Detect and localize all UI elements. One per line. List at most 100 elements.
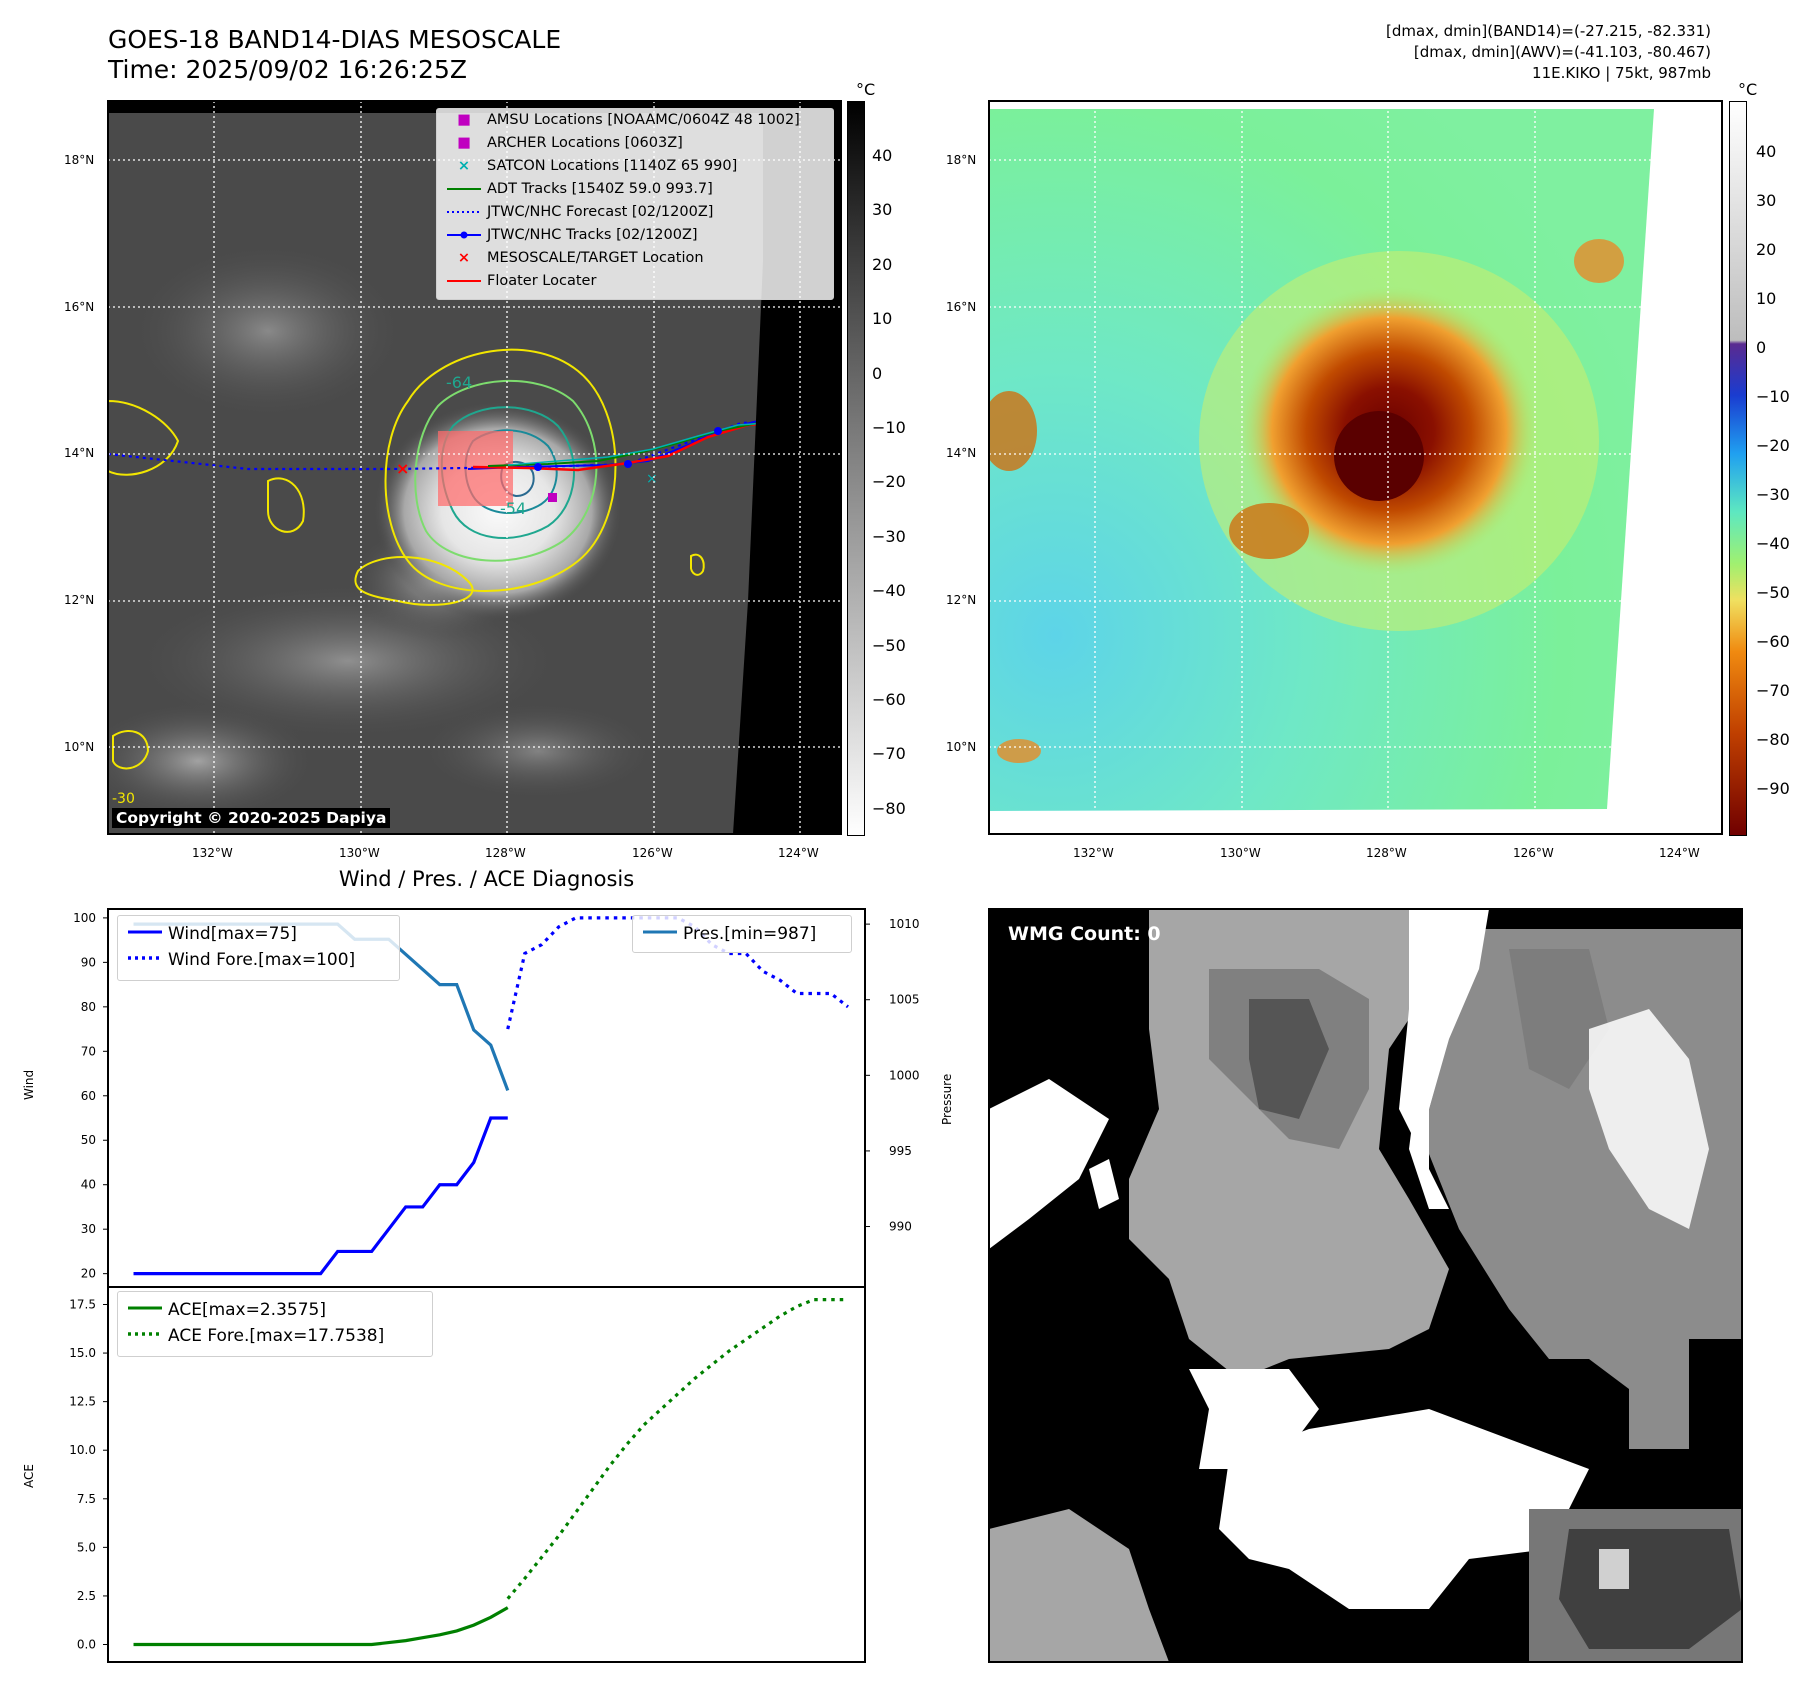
y2-tick-label: 1005 <box>889 993 920 1007</box>
colorbar-tick-label: 10 <box>872 309 893 329</box>
track-point <box>534 463 542 471</box>
wmg-image <box>989 909 1742 1662</box>
lon-label: 132°W <box>192 846 233 860</box>
colorbar-tick-label: −30 <box>872 526 906 546</box>
ace-line <box>133 1606 509 1647</box>
lat-label: 10°N <box>64 740 95 754</box>
chart-title: Wind / Pres. / ACE Diagnosis <box>338 867 635 891</box>
track-point <box>714 427 722 435</box>
dotted-line-icon <box>128 1326 162 1344</box>
colorbar-tick-label: −30 <box>1756 485 1790 504</box>
lat-label: 12°N <box>64 593 95 607</box>
lat-label: 12°N <box>946 593 977 607</box>
colorbar-tick-label: 40 <box>872 146 893 165</box>
y-tick-label: 0.0 <box>77 1638 96 1652</box>
lat-label: 16°N <box>946 300 977 314</box>
colorbar-tick-label: −40 <box>1756 534 1790 553</box>
track-point <box>624 460 632 468</box>
stats-line-3: 11E.KIKO | 75kt, 987mb <box>1532 64 1711 82</box>
stats-line-1: [dmax, dmin](BAND14)=(-27.215, -82.331) <box>1386 22 1711 40</box>
colorbar-tick-label: −80 <box>1756 730 1790 749</box>
y-tick-label: 17.5 <box>69 1297 96 1311</box>
y2-tick-label: 1000 <box>889 1068 920 1082</box>
y-tick-label: 15.0 <box>69 1346 96 1360</box>
lon-label: 126°W <box>1513 846 1554 860</box>
lon-label: 128°W <box>1366 846 1407 860</box>
band14-map-frame <box>107 100 842 835</box>
y2-tick-label: 990 <box>889 1220 912 1234</box>
y-tick-label: 40 <box>81 1178 96 1192</box>
colorbar-tick-label: 20 <box>1756 240 1777 259</box>
awv-image <box>989 101 1722 834</box>
colorbar-tick-label: −10 <box>872 418 906 437</box>
colorbar-tick-label: 0 <box>1756 338 1767 357</box>
dotted-line-icon <box>447 204 481 222</box>
awv-map <box>989 101 1722 834</box>
pressure-axis-label: Pressure <box>940 1073 954 1125</box>
colorbar-tick-label: 30 <box>872 200 893 220</box>
colorbar-right <box>1729 101 1747 836</box>
lat-label: 10°N <box>946 740 977 754</box>
contour-label: -64 <box>446 373 473 392</box>
archer-marker <box>548 493 557 502</box>
colorbar-tick-label: 0 <box>872 363 883 383</box>
y-tick-label: 60 <box>81 1089 96 1103</box>
y-tick-label: 10.0 <box>69 1443 96 1457</box>
ace-axes-frame <box>107 1286 866 1663</box>
line-icon <box>447 273 481 291</box>
dot-line-icon <box>447 227 481 245</box>
line-icon <box>128 924 162 942</box>
colorbar-tick-label: 20 <box>872 254 893 274</box>
colorbar-tick-label: −20 <box>1756 436 1790 455</box>
square-icon: ■ <box>457 135 471 151</box>
colorbar-tick-label: −50 <box>1756 583 1790 602</box>
line-icon <box>643 924 677 942</box>
title-line-1: GOES-18 BAND14-DIAS MESOSCALE <box>108 25 562 54</box>
colorbar-tick-label: −70 <box>872 744 906 764</box>
lon-label: 130°W <box>339 846 380 860</box>
colorbar-tick-label: −80 <box>872 798 906 818</box>
line-icon <box>447 181 481 199</box>
colorbar-tick-label: −70 <box>1756 681 1790 700</box>
lon-label: 124°W <box>778 846 819 860</box>
copyright-text: Copyright © 2020-2025 Dapiya <box>112 808 391 828</box>
colorbar-unit: °C <box>1738 80 1758 99</box>
y-tick-label: 5.0 <box>77 1540 96 1554</box>
pressure-legend: Pres.[min=987] <box>632 915 852 953</box>
lat-label: 14°N <box>64 446 95 460</box>
colorbar-tick-label: −10 <box>1756 387 1790 406</box>
colorbar-tick-label: 40 <box>1756 142 1777 161</box>
y-tick-label: 50 <box>81 1133 96 1147</box>
y2-tick-label: 995 <box>889 1144 912 1158</box>
ace-axis-label: ACE <box>22 1464 36 1488</box>
wind-line <box>133 1116 508 1276</box>
lat-label: 18°N <box>64 153 95 167</box>
colorbar-left <box>847 101 865 836</box>
lon-label: 128°W <box>485 846 526 860</box>
y-tick-label: 20 <box>81 1267 96 1281</box>
wind-forecast-line <box>506 916 849 1030</box>
lon-label: 132°W <box>1073 846 1114 860</box>
ace-forecast-line <box>506 1298 848 1600</box>
ace-legend: ACE[max=2.3575] ACE Fore.[max=17.7538] <box>117 1291 433 1357</box>
square-icon: ■ <box>457 112 471 128</box>
colorbar-tick-label: 10 <box>1756 289 1777 308</box>
y-tick-label: 90 <box>81 955 96 969</box>
wind-axis-label: Wind <box>22 1069 36 1100</box>
colorbar-tick-label: −60 <box>872 690 906 709</box>
colorbar-tick-label: −60 <box>1756 632 1790 651</box>
contour-label: -54 <box>500 499 527 518</box>
colorbar-tick-label: −40 <box>872 581 906 601</box>
y-tick-label: 100 <box>73 911 96 925</box>
y-tick-label: 12.5 <box>69 1395 96 1409</box>
lat-label: 16°N <box>64 300 95 314</box>
x-icon: × <box>457 158 471 174</box>
y-tick-label: 7.5 <box>77 1492 96 1506</box>
colorbar-unit: °C <box>856 80 876 99</box>
wind-legend: Wind[max=75] Wind Fore.[max=100] <box>117 915 400 981</box>
colorbar-tick-label: −20 <box>872 472 906 492</box>
line-icon <box>128 1300 162 1318</box>
y-tick-label: 2.5 <box>77 1589 96 1603</box>
wmg-count: WMG Count: 0 <box>1008 923 1161 945</box>
y-tick-label: 30 <box>81 1222 96 1236</box>
